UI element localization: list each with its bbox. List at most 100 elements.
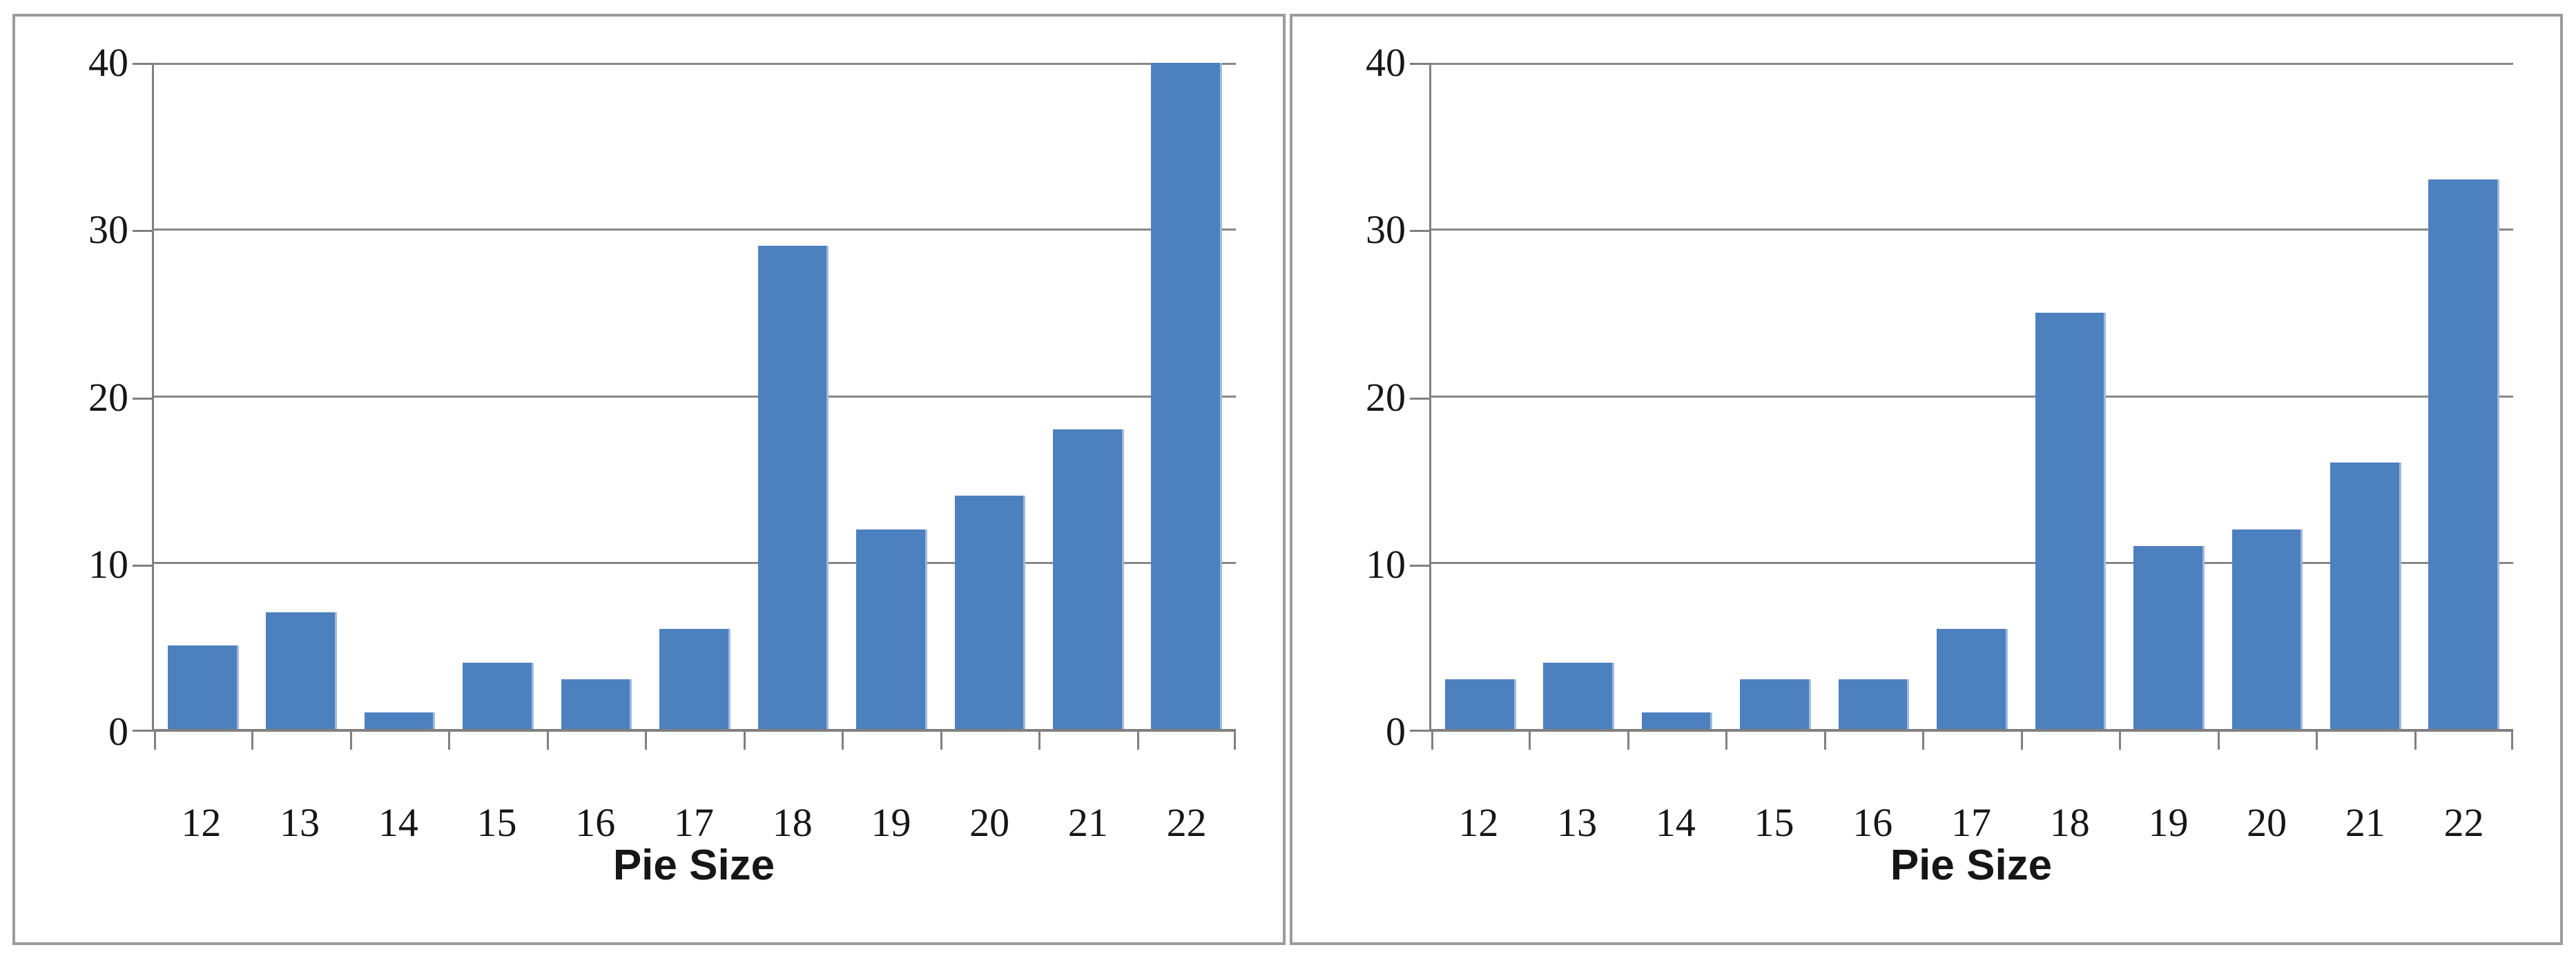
x-axis-tick [2217, 732, 2220, 750]
bar-16 [561, 679, 632, 729]
x-tick-label-12: 12 [1458, 800, 1499, 845]
x-axis-tick [2414, 732, 2417, 750]
bar-19 [856, 529, 927, 729]
x-axis-tick [1234, 732, 1236, 750]
y-axis-tick-0 [1410, 730, 1431, 732]
y-tick-label-40: 40 [88, 40, 128, 85]
x-axis-tick [1922, 732, 1925, 750]
gridline-y-40 [154, 63, 1236, 65]
x-axis-tick [546, 732, 549, 750]
x-tick-label-15: 15 [476, 800, 517, 845]
x-axis-tick [154, 732, 156, 750]
y-tick-label-30: 30 [1366, 207, 1406, 253]
y-axis-tick-30 [133, 230, 154, 233]
y-tick-label-20: 20 [1366, 374, 1406, 420]
gridline-y-30 [1431, 228, 2513, 231]
y-axis-tick-30 [1410, 230, 1431, 233]
bar-16 [1838, 679, 1910, 729]
y-tick-label-10: 10 [88, 541, 128, 587]
x-axis-tick [1725, 732, 1728, 750]
x-tick-label-16: 16 [1852, 800, 1893, 845]
x-tick-label-12: 12 [181, 800, 222, 845]
x-tick-label-17: 17 [673, 800, 714, 845]
x-tick-label-20: 20 [2247, 800, 2287, 845]
x-tick-label-13: 13 [280, 800, 320, 845]
x-tick-label-18: 18 [2049, 800, 2090, 845]
x-axis-tick [1431, 732, 1433, 750]
x-axis-tick [1823, 732, 1826, 750]
y-tick-label-0: 0 [108, 709, 128, 754]
x-axis-title: Pie Size [1890, 842, 2053, 889]
y-tick-label-30: 30 [88, 207, 128, 253]
x-axis-tick [1529, 732, 1531, 750]
bar-19 [2133, 545, 2205, 729]
x-axis-tick [349, 732, 352, 750]
bar-14 [364, 712, 436, 729]
x-axis-tick [842, 732, 844, 750]
bar-18 [2035, 312, 2107, 729]
x-tick-label-19: 19 [871, 800, 911, 845]
y-axis-tick-20 [133, 397, 154, 400]
bar-22 [1151, 63, 1223, 729]
x-tick-label-15: 15 [1754, 800, 1794, 845]
x-axis-tick [2119, 732, 2122, 750]
x-tick-label-14: 14 [1655, 800, 1696, 845]
x-tick-label-14: 14 [378, 800, 418, 845]
y-axis-tick-40 [1410, 63, 1431, 65]
x-axis-tick [2020, 732, 2023, 750]
bar-15 [1740, 679, 1811, 729]
bar-12 [167, 645, 239, 729]
bar-13 [1543, 662, 1614, 729]
x-tick-label-22: 22 [1166, 800, 1207, 845]
right-chart-panel: 0 10 20 30 40 12 13 14 15 16 17 18 19 20 21 22 Pie Size [1290, 14, 2563, 945]
x-tick-label-19: 19 [2148, 800, 2189, 845]
bar-12 [1444, 679, 1516, 729]
y-axis-tick-20 [1410, 397, 1431, 400]
y-axis-tick-40 [133, 63, 154, 65]
y-axis-tick-10 [133, 564, 154, 567]
x-axis-tick [645, 732, 648, 750]
x-axis-tick [1136, 732, 1139, 750]
bar-21 [1053, 429, 1124, 729]
x-axis-tick [251, 732, 254, 750]
x-axis-tick [2316, 732, 2318, 750]
x-axis-tick [448, 732, 451, 750]
gridline-y-30 [154, 228, 1236, 231]
y-tick-label-20: 20 [88, 374, 128, 420]
x-tick-label-21: 21 [2345, 800, 2385, 845]
x-tick-label-13: 13 [1557, 800, 1598, 845]
x-axis-tick [743, 732, 746, 750]
bar-13 [266, 612, 337, 729]
x-tick-label-16: 16 [575, 800, 616, 845]
gridline-y-10 [1431, 561, 2513, 564]
bar-21 [2330, 463, 2401, 729]
y-axis-tick-0 [133, 730, 154, 732]
bar-22 [2428, 179, 2500, 729]
x-axis-tick [1038, 732, 1041, 750]
x-axis-tick [1627, 732, 1629, 750]
x-axis-title: Pie Size [612, 842, 775, 889]
y-tick-label-40: 40 [1366, 40, 1406, 85]
bar-20 [954, 496, 1026, 729]
x-axis-tick [2511, 732, 2513, 750]
bar-18 [757, 246, 829, 729]
x-axis-tick [940, 732, 942, 750]
bar-20 [2231, 529, 2303, 729]
y-tick-label-0: 0 [1386, 709, 1406, 754]
gridline-y-40 [1431, 63, 2513, 65]
bar-17 [659, 629, 730, 729]
gridline-y-20 [154, 395, 1236, 398]
bar-17 [1937, 629, 2008, 729]
x-tick-label-20: 20 [969, 800, 1010, 845]
gridline-y-20 [1431, 395, 2513, 398]
bar-14 [1641, 712, 1713, 729]
x-tick-label-21: 21 [1067, 800, 1108, 845]
x-tick-label-18: 18 [772, 800, 813, 845]
plot-area [133, 63, 1236, 750]
x-tick-label-22: 22 [2443, 800, 2484, 845]
plot-area [1410, 63, 2513, 750]
left-chart-panel: 0 10 20 30 40 12 13 14 15 16 17 18 19 20 21 22 Pie Size [12, 14, 1286, 945]
bar-15 [463, 662, 534, 729]
x-tick-label-17: 17 [1950, 800, 1991, 845]
